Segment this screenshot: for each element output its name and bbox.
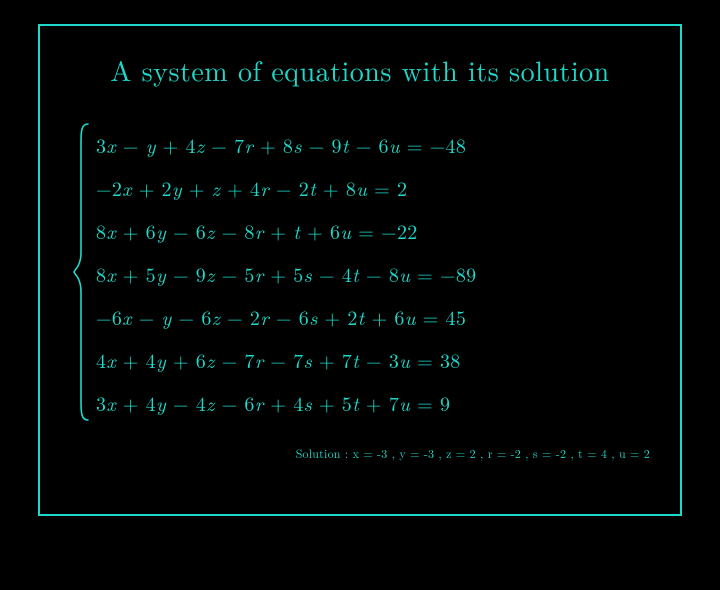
equation-row: 8x + 5y − 9z − 5r + 5s − 4t − 8u = −89 xyxy=(96,259,630,288)
equation-row: 8x + 6y − 6z − 8r + t + 6u = −22 xyxy=(96,216,630,245)
left-brace-icon xyxy=(72,122,92,422)
equation-list: 3x − y + 4z − 7r + 8s − 9t − 6u = −48 −2x… xyxy=(90,130,630,417)
equation-row: 3x + 4y − 4z − 6r + 4s + 5t + 7u = 9 xyxy=(96,388,630,417)
equation-row: −6x − y − 6z − 2r − 6s + 2t + 6u = 45 xyxy=(96,302,630,331)
equation-row: 3x − y + 4z − 7r + 8s − 9t − 6u = −48 xyxy=(96,130,630,159)
equation-row: 4x + 4y + 6z − 7r − 7s + 7t − 3u = 38 xyxy=(96,345,630,374)
equation-system: 3x − y + 4z − 7r + 8s − 9t − 6u = −48 −2x… xyxy=(90,130,630,417)
equation-row: −2x + 2y + z + 4r − 2t + 8u = 2 xyxy=(96,173,630,202)
